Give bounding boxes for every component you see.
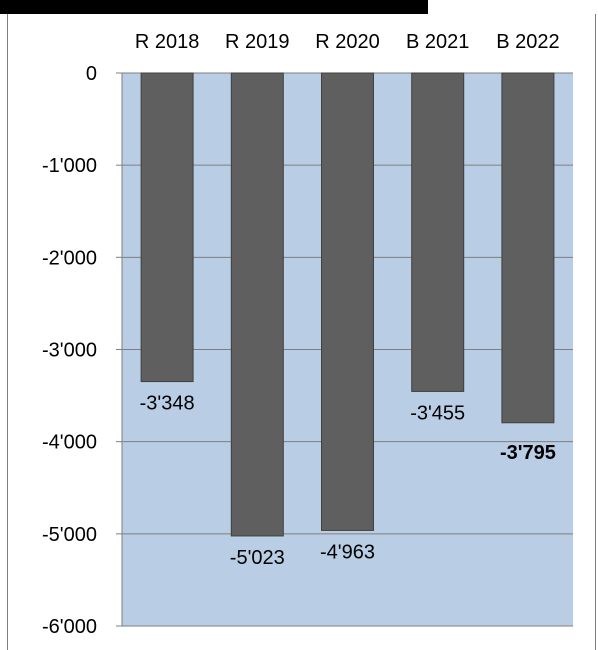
category-label: B 2021 <box>406 31 469 53</box>
data-label: -5'023 <box>230 547 285 569</box>
y-tick-label: -4'000 <box>42 432 97 454</box>
category-label: R 2018 <box>135 31 200 53</box>
y-tick-label: -5'000 <box>42 524 97 546</box>
bar <box>230 72 284 537</box>
bar <box>321 72 374 531</box>
y-tick-label: 0 <box>86 63 97 85</box>
category-label: R 2020 <box>315 31 380 53</box>
category-labels: R 2018 R 2019 R 2020 B 2021 B 2022 <box>135 31 560 53</box>
bar <box>140 72 194 383</box>
bars <box>140 72 555 537</box>
bar <box>501 72 555 424</box>
data-label: -3'795 <box>500 442 556 464</box>
data-labels: -3'348 -5'023 -4'963 -3'455 -3'795 <box>140 393 556 569</box>
category-label: B 2022 <box>496 31 559 53</box>
data-label: -3'348 <box>140 393 195 415</box>
category-label: R 2019 <box>225 31 290 53</box>
chart-frame <box>7 14 596 650</box>
bar <box>411 72 465 392</box>
y-tick-label: -2'000 <box>42 247 97 269</box>
y-tick-label: -6'000 <box>42 616 97 638</box>
data-label: -3'455 <box>410 402 465 424</box>
data-label: -4'963 <box>320 541 375 563</box>
header-bar <box>0 0 428 14</box>
y-axis: 0 -1'000 -2'000 -3'000 -4'000 -5'000 -6'000 <box>42 63 123 638</box>
y-tick-label: -1'000 <box>42 155 97 177</box>
y-tick-label: -3'000 <box>42 340 97 362</box>
